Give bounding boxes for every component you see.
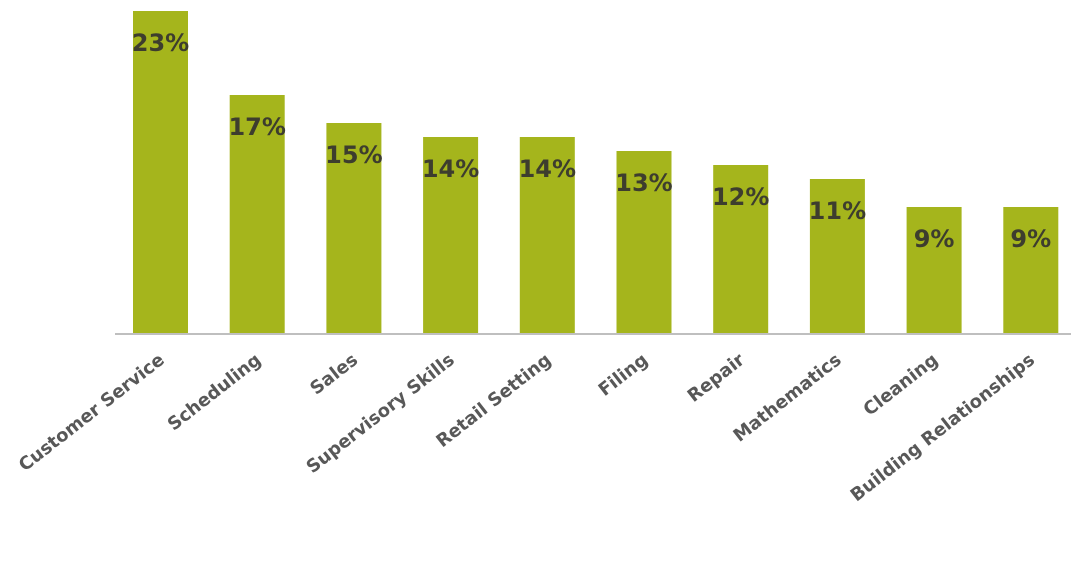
bar-8: [906, 207, 962, 333]
x-tick-label-6: Repair: [684, 349, 749, 406]
bar-4: [519, 137, 575, 333]
data-label-1: 17%: [228, 113, 285, 141]
data-label-6: 12%: [712, 183, 769, 211]
data-label-9: 9%: [1010, 225, 1051, 253]
x-tick-label-9: Building Relationships: [847, 349, 1039, 506]
data-label-8: 9%: [914, 225, 955, 253]
data-labels-group: 23% 17% 15% 14% 14% 13% 12% 11% 9% 9%: [132, 29, 1051, 253]
x-tick-label-8: Cleaning: [860, 349, 943, 420]
data-label-4: 14%: [519, 155, 576, 183]
data-label-5: 13%: [615, 169, 672, 197]
data-label-2: 15%: [325, 141, 382, 169]
bar-3: [423, 137, 479, 333]
bar-9: [1003, 207, 1059, 333]
data-label-7: 11%: [809, 197, 866, 225]
bar-7: [809, 179, 865, 333]
x-tick-label-0: Customer Service: [15, 349, 169, 476]
bar-5: [616, 151, 672, 333]
x-tick-label-5: Filing: [595, 349, 652, 400]
data-label-3: 14%: [422, 155, 479, 183]
x-tick-label-2: Sales: [306, 349, 362, 399]
data-label-0: 23%: [132, 29, 189, 57]
bars-group: [133, 11, 1059, 333]
x-tick-label-1: Scheduling: [164, 349, 266, 435]
bar-0: [133, 11, 188, 333]
bar-1: [229, 95, 285, 333]
bar-2: [326, 123, 382, 333]
bar-6: [713, 165, 769, 333]
